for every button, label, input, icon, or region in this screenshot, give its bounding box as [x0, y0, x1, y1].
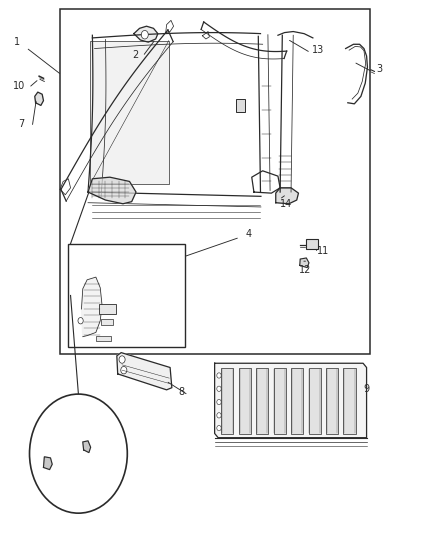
Text: 2: 2 [132, 50, 138, 60]
Circle shape [217, 425, 221, 431]
Polygon shape [215, 364, 367, 438]
Polygon shape [300, 258, 309, 268]
Text: 8: 8 [178, 387, 184, 397]
Text: 7: 7 [18, 119, 25, 129]
Bar [68, 244, 185, 348]
Text: 1: 1 [14, 37, 20, 47]
Polygon shape [81, 277, 102, 337]
Polygon shape [83, 441, 91, 453]
Polygon shape [276, 188, 298, 204]
Bar [96, 336, 111, 341]
Text: 6: 6 [91, 435, 97, 446]
Text: 3: 3 [377, 64, 383, 74]
Bar [256, 368, 268, 434]
Bar [90, 41, 169, 184]
Polygon shape [88, 177, 136, 204]
Circle shape [217, 399, 221, 405]
Bar [306, 239, 318, 249]
Circle shape [78, 318, 83, 324]
Text: 5: 5 [46, 424, 53, 434]
Text: 14: 14 [280, 199, 292, 209]
Bar [60, 9, 370, 354]
Circle shape [217, 373, 221, 378]
Circle shape [119, 356, 125, 364]
Polygon shape [346, 44, 367, 104]
Bar [343, 368, 356, 434]
Bar [291, 368, 303, 434]
Polygon shape [134, 26, 158, 42]
Polygon shape [43, 457, 52, 470]
Circle shape [121, 367, 127, 374]
Circle shape [217, 413, 221, 418]
Bar [101, 319, 113, 325]
Circle shape [141, 30, 148, 39]
Bar [239, 368, 251, 434]
Circle shape [217, 386, 221, 391]
Polygon shape [117, 353, 172, 390]
Text: 10: 10 [13, 81, 25, 91]
Polygon shape [35, 92, 43, 106]
Bar [99, 304, 117, 314]
Bar [274, 368, 286, 434]
Circle shape [29, 394, 127, 513]
Text: 11: 11 [317, 246, 329, 255]
Text: 13: 13 [312, 45, 325, 54]
Text: 4: 4 [246, 229, 252, 239]
Text: 12: 12 [299, 265, 311, 274]
Bar [221, 368, 233, 434]
Bar [308, 368, 321, 434]
Bar [326, 368, 338, 434]
Bar [237, 99, 245, 112]
Text: 9: 9 [364, 384, 370, 394]
